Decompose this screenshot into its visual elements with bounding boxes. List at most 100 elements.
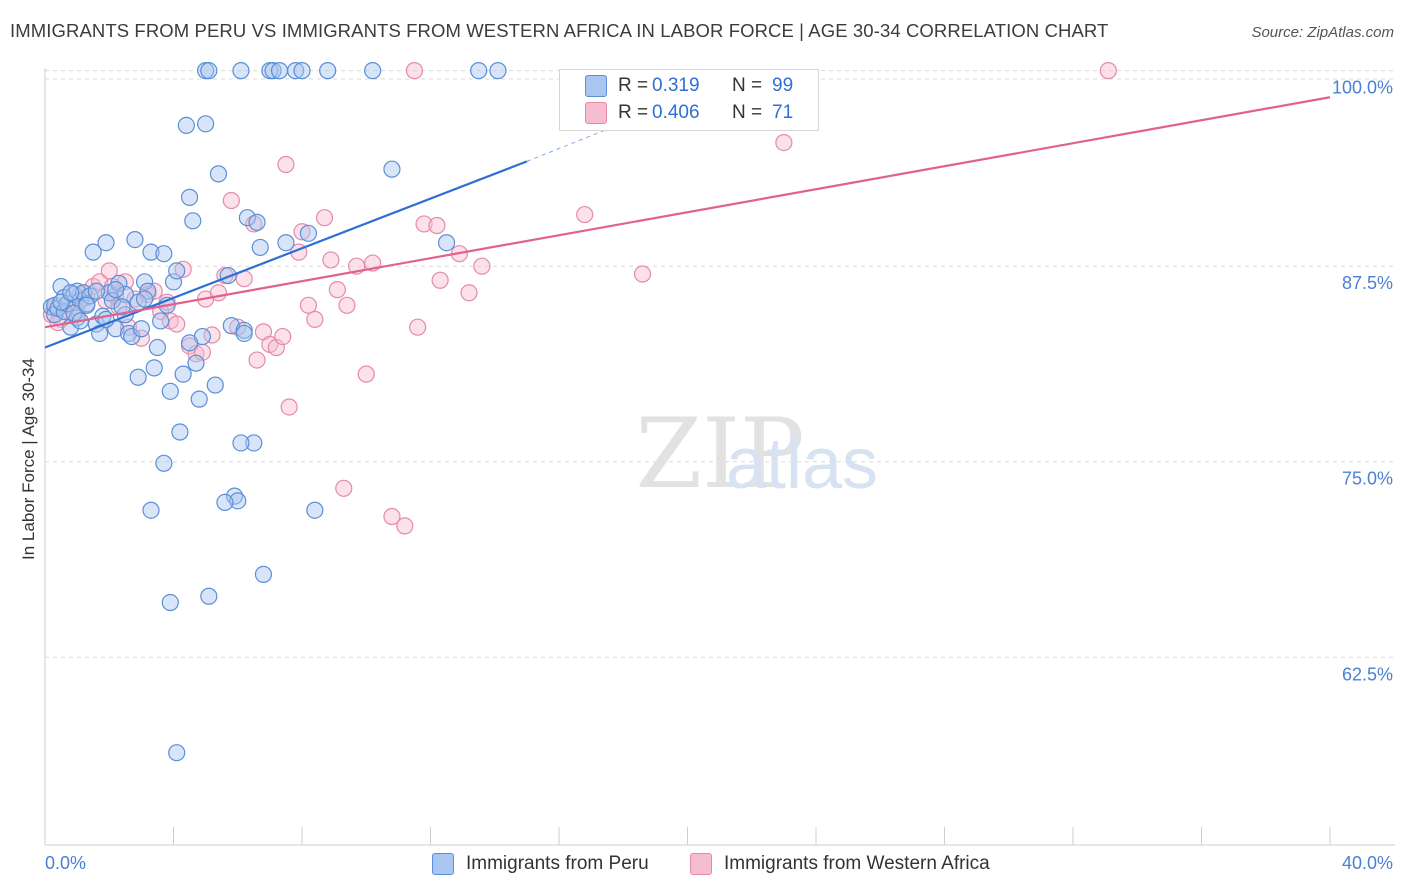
western-africa-point xyxy=(293,223,311,241)
western-africa-point xyxy=(415,215,433,233)
western-africa-point xyxy=(335,479,353,497)
western-africa-point xyxy=(277,155,295,174)
western-africa-point xyxy=(405,62,424,80)
western-africa-point xyxy=(633,265,652,283)
western-africa-point xyxy=(306,310,324,328)
y-tick-label: 62.5% xyxy=(1342,664,1393,684)
western-africa-point xyxy=(775,134,793,152)
axes xyxy=(44,68,1395,846)
peru-point xyxy=(87,282,106,300)
peru-point xyxy=(187,354,205,372)
peru-point xyxy=(270,62,289,80)
peru-point xyxy=(219,266,237,285)
peru-point xyxy=(97,234,115,252)
western-africa-point xyxy=(174,260,192,278)
peru-point xyxy=(180,334,199,352)
western-africa-point xyxy=(431,271,449,289)
peru-point xyxy=(306,501,324,519)
peru-point xyxy=(286,62,305,80)
stats-legend: R = 0.319 N = 99 R = 0.406 N = 71 xyxy=(559,69,819,131)
peru-point xyxy=(222,317,240,335)
peru-point xyxy=(197,115,215,133)
peru-point xyxy=(264,62,282,80)
peru-point xyxy=(107,281,125,299)
peru-point xyxy=(200,587,218,605)
peru-point xyxy=(113,298,131,316)
peru-point xyxy=(200,62,218,80)
peru-point xyxy=(364,62,382,80)
y-tick-label: 75.0% xyxy=(1342,469,1393,489)
watermark-zip: ZIP xyxy=(635,398,804,510)
peru-trend-line xyxy=(44,160,528,349)
peru-point xyxy=(470,62,488,80)
legend-item-western-africa[interactable]: Immigrants from Western Africa xyxy=(690,852,990,876)
western-africa-point xyxy=(357,365,375,383)
peru-point xyxy=(209,165,228,183)
western-africa-point xyxy=(299,296,318,314)
legend-label-western-africa: Immigrants from Western Africa xyxy=(724,853,990,874)
peru-point xyxy=(254,565,273,583)
x-tick-label-max: 40.0% xyxy=(1342,853,1393,873)
peru-point xyxy=(235,324,253,343)
western-africa-point xyxy=(460,284,478,302)
peru-point xyxy=(184,212,202,230)
western-africa-swatch xyxy=(585,102,607,124)
peru-point xyxy=(232,62,250,80)
peru-point xyxy=(161,593,179,612)
peru-point xyxy=(229,492,247,510)
peru-point xyxy=(155,245,173,263)
peru-point xyxy=(168,744,186,762)
peru-point xyxy=(238,209,256,227)
western-africa-point xyxy=(328,281,346,299)
peru-point xyxy=(437,234,456,252)
peru-point xyxy=(174,365,192,383)
peru-point xyxy=(142,501,160,519)
peru-point xyxy=(161,382,179,400)
peru-point xyxy=(78,296,96,314)
western-africa-point xyxy=(267,338,285,357)
peru-point xyxy=(129,368,147,386)
western-africa-point xyxy=(280,398,298,416)
western-africa-point xyxy=(168,315,186,333)
gridlines xyxy=(45,70,1395,658)
western-africa-point xyxy=(576,205,594,224)
western-africa-point xyxy=(396,517,414,535)
tick-labels: 62.5% 75.0% 87.5% 100.0% 0.0% 40.0% xyxy=(45,78,1393,873)
western-africa-point xyxy=(274,327,292,346)
western-africa-point xyxy=(187,345,205,363)
peru-point xyxy=(293,62,311,80)
r-label: R = xyxy=(618,102,649,123)
peru-point xyxy=(168,262,186,280)
peru-point xyxy=(126,230,144,249)
western-africa-point xyxy=(409,318,427,336)
peru-point xyxy=(171,423,189,441)
western-africa-point xyxy=(315,209,334,227)
series-peru-points xyxy=(42,62,507,762)
western-africa-point xyxy=(1099,62,1117,80)
peru-point xyxy=(119,324,138,343)
western-africa-point xyxy=(209,284,228,302)
peru-point xyxy=(180,188,199,206)
peru-point xyxy=(383,160,401,178)
n-value: 99 xyxy=(772,75,794,96)
peru-point xyxy=(206,376,224,394)
peru-point xyxy=(232,434,250,452)
y-tick-label: 87.5% xyxy=(1342,273,1393,293)
peru-point xyxy=(152,312,170,330)
western-africa-point xyxy=(473,257,491,275)
peru-point xyxy=(84,243,102,261)
peru-point xyxy=(248,213,266,231)
western-africa-point xyxy=(428,216,446,235)
peru-point xyxy=(58,295,77,313)
peru-point xyxy=(251,238,269,257)
peru-point xyxy=(145,359,163,377)
n-value: 71 xyxy=(772,102,794,123)
watermark-atlas: atlas xyxy=(726,424,878,504)
peru-point xyxy=(489,62,507,80)
x-tick-label-min: 0.0% xyxy=(45,853,86,873)
n-label: N = xyxy=(732,102,763,123)
western-africa-point xyxy=(383,507,401,526)
legend-item-peru[interactable]: Immigrants from Peru xyxy=(432,852,649,876)
peru-point xyxy=(155,454,173,472)
